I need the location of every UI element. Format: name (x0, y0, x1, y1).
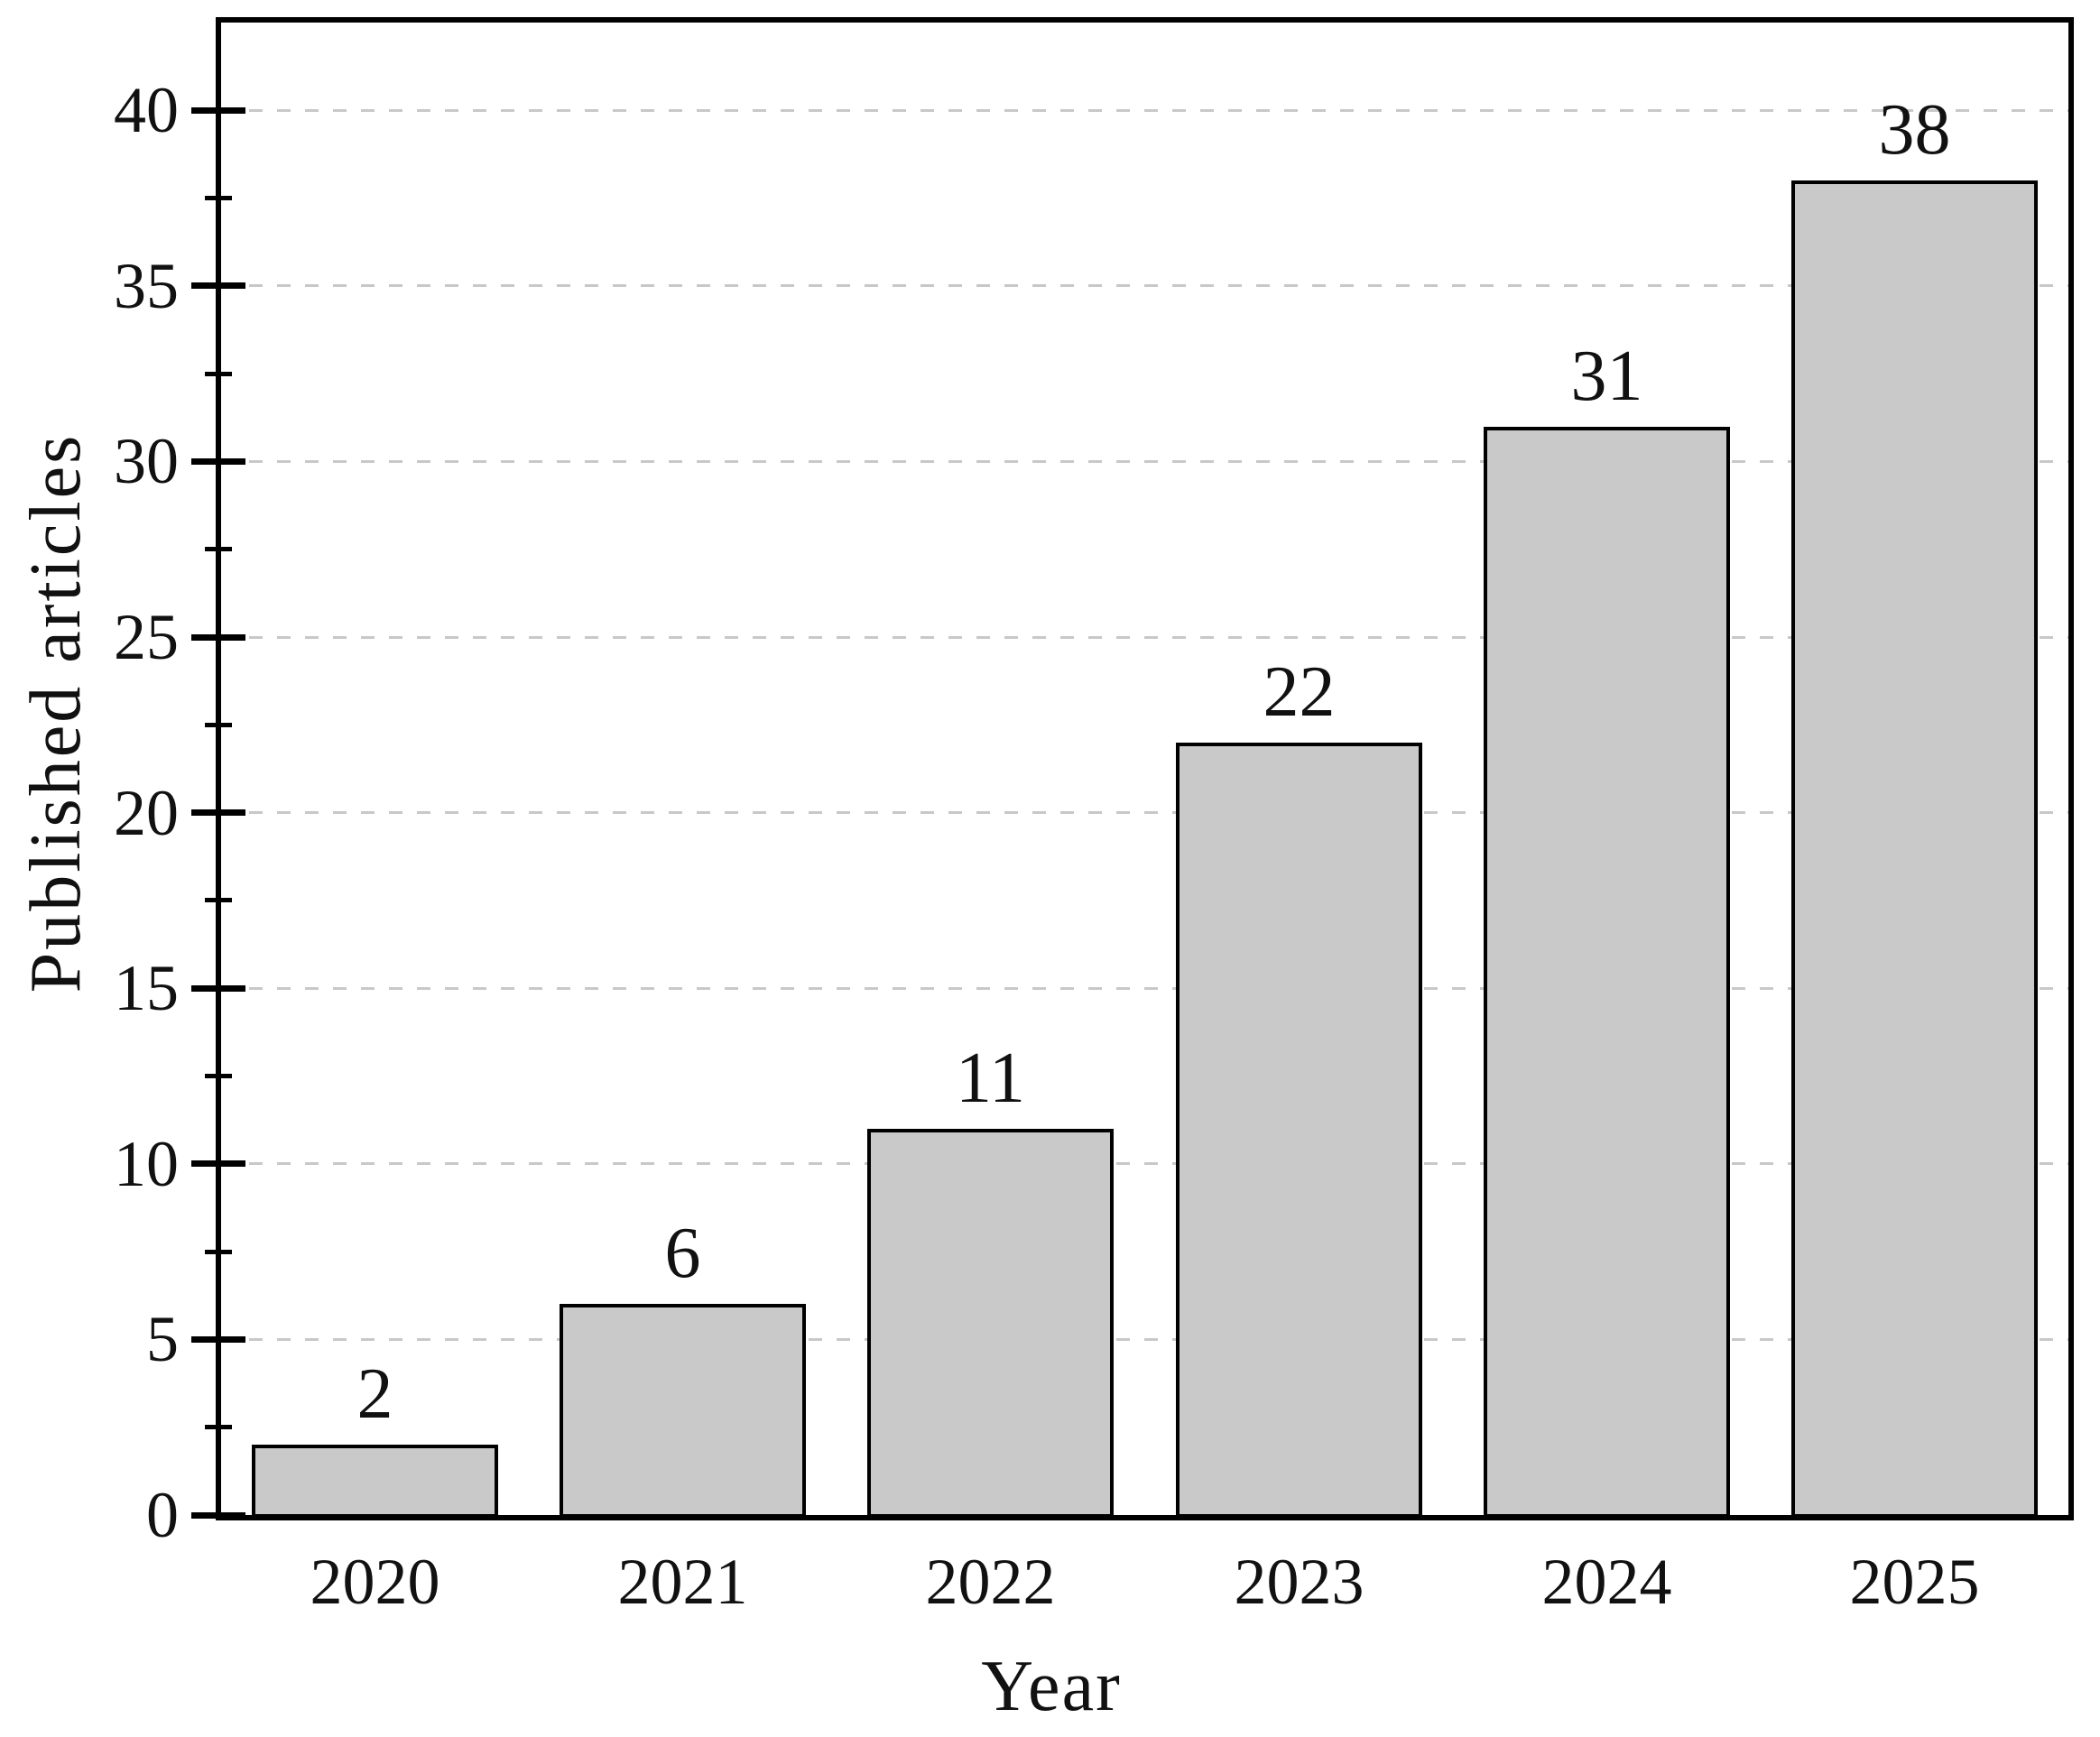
y-tick-label-35: 35 (114, 250, 179, 322)
bar-2025 (1791, 180, 2038, 1518)
y-axis-minor-tick-22.5 (205, 723, 232, 727)
y-tick-label-10: 10 (114, 1128, 179, 1200)
y-gridline-40 (221, 108, 2068, 112)
x-tick-label-2022: 2022 (925, 1546, 1056, 1618)
y-axis-minor-tick-2.5 (205, 1425, 232, 1429)
y-axis-major-tick-35 (191, 282, 245, 289)
y-axis-minor-tick-27.5 (205, 547, 232, 551)
y-axis-minor-tick-17.5 (205, 898, 232, 902)
y-gridline-35 (221, 284, 2068, 288)
y-axis-major-tick-10 (191, 1160, 245, 1167)
y-tick-label-40: 40 (114, 74, 179, 146)
x-tick-label-2023: 2023 (1234, 1546, 1365, 1618)
y-tick-label-25: 25 (114, 601, 179, 673)
bar-value-label-2020: 2 (356, 1354, 393, 1434)
y-axis-major-tick-15 (191, 985, 245, 992)
y-gridline-10 (221, 1162, 2068, 1166)
y-tick-label-5: 5 (146, 1303, 179, 1375)
bar-value-label-2022: 11 (955, 1039, 1026, 1118)
y-axis-major-tick-0 (191, 1512, 245, 1519)
y-axis-major-tick-5 (191, 1336, 245, 1343)
bar-2024 (1484, 427, 1730, 1518)
x-tick-label-2021: 2021 (617, 1546, 748, 1618)
y-axis-minor-tick-37.5 (205, 196, 232, 200)
y-tick-label-15: 15 (114, 952, 179, 1024)
y-tick-label-20: 20 (114, 777, 179, 849)
bar-value-label-2021: 6 (664, 1214, 701, 1293)
y-axis-major-tick-40 (191, 107, 245, 114)
y-axis-minor-tick-7.5 (205, 1250, 232, 1254)
y-axis-minor-tick-12.5 (205, 1074, 232, 1078)
y-gridline-5 (221, 1337, 2068, 1341)
x-axis-title: Year (981, 1647, 1122, 1726)
y-axis-minor-tick-32.5 (205, 372, 232, 376)
bar-value-label-2024: 31 (1570, 337, 1643, 416)
y-gridline-20 (221, 811, 2068, 815)
x-tick-label-2025: 2025 (1849, 1546, 1980, 1618)
x-tick-label-2020: 2020 (310, 1546, 440, 1618)
bar-2021 (560, 1304, 806, 1518)
y-tick-label-0: 0 (146, 1479, 179, 1551)
bar-2023 (1176, 743, 1422, 1518)
y-gridline-15 (221, 986, 2068, 990)
y-gridline-30 (221, 459, 2068, 463)
y-axis-major-tick-20 (191, 809, 245, 816)
bar-value-label-2023: 22 (1263, 652, 1336, 732)
x-tick-label-2024: 2024 (1541, 1546, 1672, 1618)
y-gridline-25 (221, 635, 2068, 639)
y-axis-major-tick-30 (191, 458, 245, 465)
bar-value-label-2025: 38 (1878, 90, 1951, 170)
bar-2022 (867, 1129, 1114, 1518)
y-tick-label-30: 30 (114, 425, 179, 497)
y-axis-major-tick-25 (191, 634, 245, 641)
